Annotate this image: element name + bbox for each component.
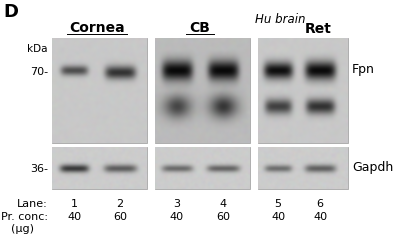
Text: 60: 60: [216, 212, 230, 222]
Bar: [155, 38, 250, 143]
Text: 4: 4: [219, 199, 227, 209]
Text: Lane:: Lane:: [17, 199, 48, 209]
Text: 40: 40: [170, 212, 184, 222]
Bar: [52, 147, 147, 189]
Text: 40: 40: [313, 212, 327, 222]
Text: 36-: 36-: [30, 164, 48, 174]
Bar: [258, 147, 348, 189]
Text: Ret: Ret: [305, 22, 332, 36]
Text: 60: 60: [113, 212, 127, 222]
Text: 1: 1: [70, 199, 77, 209]
Text: Gapdh: Gapdh: [352, 162, 393, 174]
Text: 70-: 70-: [30, 67, 48, 77]
Bar: [52, 38, 147, 143]
Text: Cornea: Cornea: [69, 21, 125, 35]
Bar: [258, 38, 348, 143]
Text: 40: 40: [271, 212, 285, 222]
Bar: [155, 147, 250, 189]
Text: 6: 6: [317, 199, 324, 209]
Text: 40: 40: [67, 212, 81, 222]
Text: kDa: kDa: [27, 44, 48, 54]
Text: Hu brain: Hu brain: [255, 13, 305, 26]
Text: 3: 3: [173, 199, 181, 209]
Text: 2: 2: [116, 199, 124, 209]
Text: 5: 5: [275, 199, 282, 209]
Text: Pr. conc:: Pr. conc:: [1, 212, 48, 222]
Text: CB: CB: [190, 21, 210, 35]
Text: (μg): (μg): [11, 224, 34, 234]
Text: D: D: [3, 3, 18, 21]
Text: Fpn: Fpn: [352, 64, 375, 76]
